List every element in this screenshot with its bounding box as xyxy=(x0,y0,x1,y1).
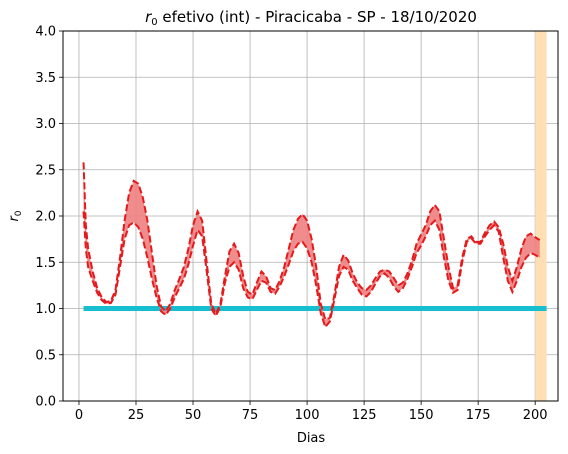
y-tick-label: 1.0 xyxy=(35,302,56,317)
y-tick-label: 3.0 xyxy=(35,117,56,132)
x-tick-label: 50 xyxy=(185,408,202,423)
x-tick-label: 75 xyxy=(242,408,259,423)
x-tick-label: 100 xyxy=(295,408,320,423)
y-tick-label: 0.5 xyxy=(35,348,56,363)
x-axis-label: Dias xyxy=(297,431,326,446)
title-prefix: r xyxy=(145,8,152,26)
y-tick-label: 2.5 xyxy=(35,163,56,178)
x-tick-label: 200 xyxy=(523,408,548,423)
bound-lines-layer xyxy=(82,162,541,330)
title-subscript: 0 xyxy=(151,17,157,28)
y-label-base: r xyxy=(7,215,22,222)
highlight-region-layer xyxy=(535,31,547,401)
y-tick-label: 0.0 xyxy=(35,395,56,410)
highlight-region xyxy=(535,31,547,401)
chart-title: r0 efetivo (int) - Piracicaba - SP - 18/… xyxy=(145,8,477,28)
y-axis-label: r0 xyxy=(7,210,24,221)
axis-ticks: 0 25 50 75 100 125 150 175 200 0.0 0.5 1.0 1.5 2.0 2.5… xyxy=(35,25,547,424)
x-tick-label: 150 xyxy=(409,408,434,423)
x-tick-label: 0 xyxy=(75,408,83,423)
lower-bound-line xyxy=(82,211,541,330)
title-rest: efetivo (int) - Piracicaba - SP - 18/10/… xyxy=(158,8,477,26)
x-tick-label: 25 xyxy=(128,408,145,423)
y-tick-label: 2.0 xyxy=(35,210,56,225)
y-tick-label: 4.0 xyxy=(35,25,56,40)
x-tick-label: 125 xyxy=(352,408,377,423)
y-label-subscript: 0 xyxy=(14,210,24,216)
x-tick-label: 175 xyxy=(466,408,491,423)
y-tick-label: 1.5 xyxy=(35,256,56,271)
y-tick-label: 3.5 xyxy=(35,71,56,86)
